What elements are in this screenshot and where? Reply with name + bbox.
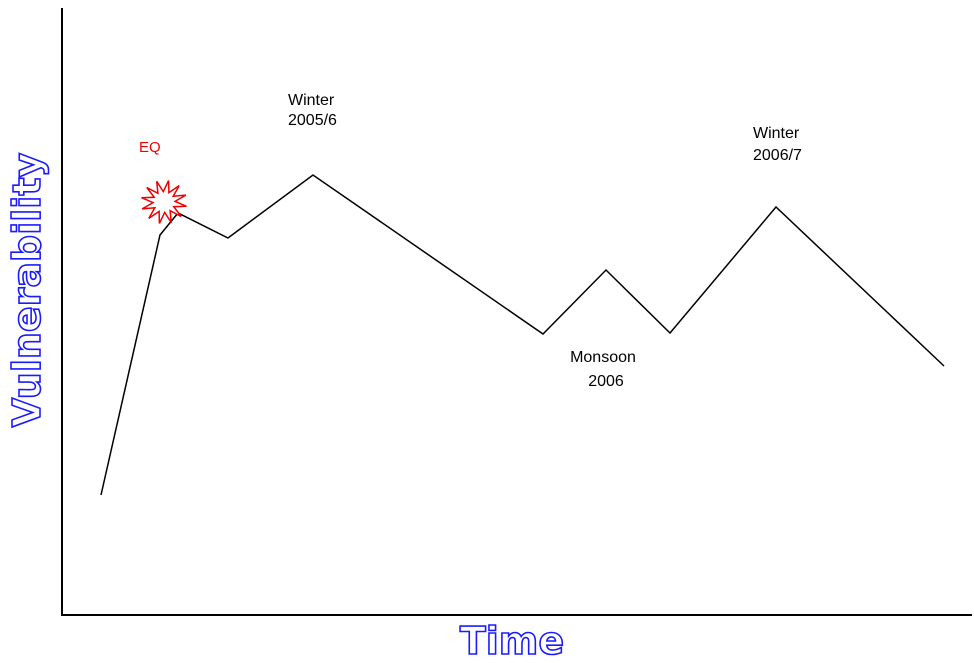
annotation-line: 2005/6 [288,112,337,129]
annotation-line: Monsoon [570,349,636,366]
x-axis-label: Time [460,619,564,663]
annotation-line: Winter [288,92,335,109]
vulnerability-line [100,174,945,496]
eq-label: EQ [139,139,161,156]
y-axis-label: Vulnerability [5,152,49,427]
annotation-line: Winter [753,125,800,142]
annotation-line: 2006 [588,373,624,390]
annotation-line: 2006/7 [753,147,802,164]
earthquake-burst [141,180,187,224]
